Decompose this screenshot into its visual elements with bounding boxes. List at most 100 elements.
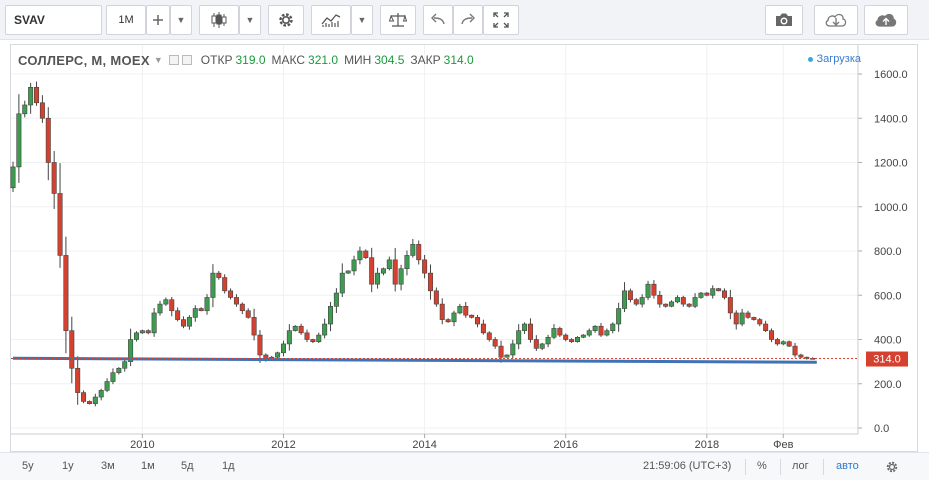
symbol-search-input[interactable]: SVAV (5, 5, 102, 35)
candle-down (245, 310, 251, 318)
range-1d-button[interactable]: 1д (222, 460, 235, 472)
candle-up (574, 336, 580, 343)
candle-up (22, 104, 28, 115)
candle-up (345, 270, 351, 274)
candle-up (322, 323, 328, 336)
candle-down (721, 290, 727, 298)
candle-up (351, 259, 357, 272)
close-value: 314.0 (443, 53, 474, 67)
candle-up (674, 297, 680, 303)
range-1y-button[interactable]: 1у (62, 460, 74, 472)
candle-up (380, 268, 386, 274)
candle-up (622, 290, 628, 309)
candle-up (186, 317, 192, 327)
range-1m-button[interactable]: 1м (141, 460, 155, 472)
candle-up (286, 330, 292, 345)
candle-down (663, 303, 669, 307)
candle-down (798, 354, 804, 358)
legend-symbol[interactable]: СОЛЛЕРС, М, MOEX (18, 52, 150, 68)
candle-up (133, 332, 139, 340)
chevron-down-icon[interactable]: ▼ (153, 55, 163, 65)
candle-down (69, 330, 75, 369)
candle-up (98, 390, 104, 398)
candle-down (86, 401, 92, 404)
loading-text: Загрузка (816, 53, 861, 65)
snapshot-button[interactable] (765, 5, 803, 35)
interval-dropdown-button[interactable]: ▼ (170, 5, 192, 35)
eye-icon[interactable] (168, 55, 179, 65)
percent-scale-button[interactable]: % (757, 460, 767, 472)
interval-button[interactable]: 1М (106, 5, 146, 35)
candle-up (539, 343, 545, 349)
chevron-down-icon: ▼ (176, 15, 186, 25)
range-5y-button[interactable]: 5у (22, 460, 34, 472)
candle-up (128, 339, 134, 362)
log-scale-button[interactable]: лог (792, 460, 809, 472)
compare-scale-button[interactable] (380, 5, 416, 35)
auto-scale-button[interactable]: авто (836, 460, 859, 472)
candle-up (410, 244, 416, 256)
fullscreen-icon (493, 12, 509, 28)
candle-up (333, 292, 339, 307)
candle-up (357, 250, 363, 261)
symbol-text: SVAV (14, 13, 45, 27)
divider (780, 459, 781, 475)
candle-down (198, 308, 204, 312)
candle-up (522, 323, 528, 331)
last-price-label: 314.0 (873, 354, 901, 366)
y-tick-label: 1600.0 (874, 69, 908, 81)
candle-up (457, 306, 463, 314)
candle-down (233, 297, 239, 305)
candle-up (110, 372, 116, 382)
undo-button[interactable] (423, 5, 453, 35)
trend-line (12, 356, 817, 364)
candle-up (16, 113, 22, 168)
y-tick-label: 1200.0 (874, 158, 908, 170)
candle-up (604, 330, 610, 336)
time-axis: 2010 2012 2014 2016 2018 Фев (11, 433, 858, 451)
range-5d-button[interactable]: 5д (181, 460, 194, 472)
fullscreen-button[interactable] (483, 5, 519, 35)
range-3m-button[interactable]: 3м (101, 460, 115, 472)
gear-icon[interactable] (885, 460, 899, 474)
candle-down (216, 272, 222, 278)
open-value: 319.0 (235, 53, 266, 67)
candle-up (210, 272, 216, 298)
chevron-down-icon: ▼ (245, 15, 255, 25)
candle-down (228, 290, 234, 298)
candle-down (57, 193, 63, 256)
candle-up (104, 381, 110, 391)
load-layout-button[interactable] (814, 5, 858, 35)
candle-down (304, 332, 310, 340)
low-label: МИН (344, 53, 372, 67)
gear-icon[interactable] (181, 55, 192, 65)
candle-down (475, 317, 481, 325)
compare-button[interactable] (146, 5, 170, 35)
candle-up (10, 166, 16, 189)
chart-style-button[interactable] (199, 5, 239, 35)
candle-down (363, 250, 369, 258)
high-label: МАКС (271, 53, 306, 67)
candles (10, 81, 816, 407)
redo-button[interactable] (453, 5, 483, 35)
cloud-download-icon (825, 13, 847, 27)
price-chart[interactable]: 314.0 1600.0 1400.0 1200.0 1000.0 800.0 600.0… (0, 0, 929, 452)
candle-down (498, 345, 504, 358)
camera-icon (776, 13, 792, 26)
candle-down (486, 332, 492, 340)
candle-up (122, 361, 128, 369)
top-toolbar: SVAV 1М ▼ ▼ ▼ (0, 0, 929, 40)
clock-text[interactable]: 21:59:06 (UTC+3) (643, 460, 732, 472)
chart-style-dropdown-button[interactable]: ▼ (239, 5, 261, 35)
candle-down (427, 272, 433, 292)
candle-up (328, 306, 334, 325)
x-tick-label: 2014 (412, 439, 436, 451)
chevron-down-icon: ▼ (357, 15, 367, 25)
settings-button[interactable] (268, 5, 304, 35)
indicators-button[interactable] (311, 5, 351, 35)
candle-down (369, 257, 375, 285)
save-layout-button[interactable] (864, 5, 908, 35)
loading-indicator: Загрузка (807, 53, 861, 65)
candle-down (63, 255, 69, 331)
indicators-dropdown-button[interactable]: ▼ (351, 5, 373, 35)
